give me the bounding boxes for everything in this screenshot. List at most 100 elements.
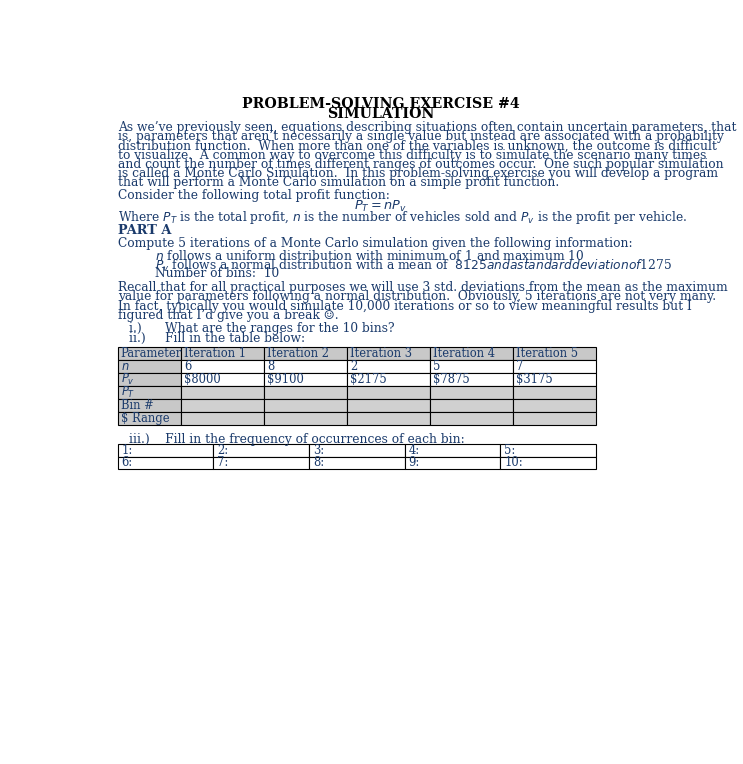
Bar — [347, 399, 430, 412]
Text: 6: 6 — [184, 360, 192, 373]
Text: ii.)     Fill in the table below:: ii.) Fill in the table below: — [129, 332, 305, 345]
Text: Iteration 2: Iteration 2 — [267, 347, 329, 360]
Text: 1:: 1: — [122, 444, 133, 457]
Text: 3:: 3: — [313, 444, 324, 457]
Bar — [347, 347, 430, 360]
Bar — [309, 457, 405, 469]
Text: As we’ve previously seen, equations describing situations often contain uncertai: As we’ve previously seen, equations desc… — [117, 121, 736, 134]
Bar — [117, 360, 181, 373]
Text: Where $\mathit{P}_T$ is the total profit, $\mathit{n}$ is the number of vehicles: Where $\mathit{P}_T$ is the total profit… — [117, 209, 687, 226]
Text: 9:: 9: — [409, 456, 420, 469]
Text: $3175: $3175 — [516, 373, 553, 386]
Text: value for parameters following a normal distribution.  Obviously, 5 iterations a: value for parameters following a normal … — [117, 290, 716, 303]
Text: SIMULATION: SIMULATION — [327, 107, 435, 121]
Bar — [181, 399, 265, 412]
Bar — [213, 445, 309, 457]
Bar — [117, 445, 213, 457]
Text: that will perform a Monte Carlo simulation on a simple profit function.: that will perform a Monte Carlo simulati… — [117, 176, 559, 189]
Bar — [347, 373, 430, 386]
Bar — [265, 399, 347, 412]
Text: Iteration 1: Iteration 1 — [184, 347, 247, 360]
Bar — [117, 386, 181, 399]
Bar — [347, 386, 430, 399]
Bar — [181, 412, 265, 425]
Bar — [181, 373, 265, 386]
Text: Parameter: Parameter — [121, 347, 182, 360]
Text: $7875: $7875 — [433, 373, 470, 386]
Text: $\mathit{n}$: $\mathit{n}$ — [121, 360, 129, 373]
Bar — [430, 399, 513, 412]
Text: is, parameters that aren’t necessarily a single value but instead are associated: is, parameters that aren’t necessarily a… — [117, 130, 724, 143]
Text: 7: 7 — [516, 360, 523, 373]
Text: 5: 5 — [433, 360, 441, 373]
Bar — [181, 347, 265, 360]
Text: 2: 2 — [350, 360, 357, 373]
Bar — [117, 399, 181, 412]
Text: $ Range: $ Range — [121, 412, 169, 425]
Text: 5:: 5: — [504, 444, 516, 457]
Text: 6:: 6: — [122, 456, 133, 469]
Text: Iteration 5: Iteration 5 — [516, 347, 578, 360]
Text: 4:: 4: — [409, 444, 420, 457]
Bar — [430, 373, 513, 386]
Bar — [430, 386, 513, 399]
Bar — [213, 457, 309, 469]
Text: $\mathit{P}_v$ follows a normal distribution with a mean of  $8125 and a standar: $\mathit{P}_v$ follows a normal distribu… — [155, 258, 672, 274]
Text: $\mathit{P}_T = n\mathit{P}_v$: $\mathit{P}_T = n\mathit{P}_v$ — [354, 199, 407, 214]
Bar — [117, 412, 181, 425]
Text: PROBLEM-SOLVING EXERCISE #4: PROBLEM-SOLVING EXERCISE #4 — [242, 97, 519, 111]
Bar — [430, 360, 513, 373]
Text: is called a Monte Carlo Simulation.  In this problem-solving exercise you will d: is called a Monte Carlo Simulation. In t… — [117, 167, 718, 180]
Text: Number of bins:  10: Number of bins: 10 — [155, 267, 279, 280]
Bar — [265, 360, 347, 373]
Bar — [347, 412, 430, 425]
Bar — [513, 386, 596, 399]
Bar — [181, 386, 265, 399]
Text: Recall that for all practical purposes we will use 3 std. deviations from the me: Recall that for all practical purposes w… — [117, 281, 727, 294]
Text: i.)      What are the ranges for the 10 bins?: i.) What are the ranges for the 10 bins? — [129, 322, 395, 335]
Text: 8: 8 — [267, 360, 274, 373]
Bar — [309, 445, 405, 457]
Bar — [405, 457, 500, 469]
Bar — [513, 360, 596, 373]
Text: Iteration 4: Iteration 4 — [433, 347, 495, 360]
Text: $9100: $9100 — [267, 373, 304, 386]
Bar — [117, 373, 181, 386]
Bar — [405, 445, 500, 457]
Bar — [430, 412, 513, 425]
Bar — [117, 457, 213, 469]
Bar — [513, 412, 596, 425]
Text: iii.)    Fill in the frequency of occurrences of each bin:: iii.) Fill in the frequency of occurrenc… — [129, 432, 465, 445]
Text: 7:: 7: — [217, 456, 228, 469]
Text: Iteration 3: Iteration 3 — [350, 347, 412, 360]
Text: $8000: $8000 — [184, 373, 221, 386]
Bar — [117, 347, 181, 360]
Text: Bin #: Bin # — [121, 399, 154, 412]
Text: 8:: 8: — [313, 456, 324, 469]
Bar — [265, 347, 347, 360]
Text: $\mathit{n}$ follows a uniform distribution with minimum of 1 and maximum 10: $\mathit{n}$ follows a uniform distribut… — [155, 249, 584, 263]
Bar — [513, 373, 596, 386]
Text: $\mathit{P}_T$: $\mathit{P}_T$ — [121, 385, 135, 400]
Text: PART A: PART A — [117, 224, 171, 237]
Text: and count the number of times different ranges of outcomes occur.  One such popu: and count the number of times different … — [117, 158, 723, 171]
Text: 10:: 10: — [504, 456, 523, 469]
Text: figured that I’d give you a break ☺.: figured that I’d give you a break ☺. — [117, 309, 338, 322]
Bar — [265, 373, 347, 386]
Bar — [513, 399, 596, 412]
Bar — [500, 457, 596, 469]
Text: to visualize.  A common way to overcome this difficulty is to simulate the scena: to visualize. A common way to overcome t… — [117, 149, 706, 162]
Text: In fact, typically you would simulate 10,000 iterations or so to view meaningful: In fact, typically you would simulate 10… — [117, 299, 692, 312]
Bar — [347, 360, 430, 373]
Text: distribution function.  When more than one of the variables is unknown, the outc: distribution function. When more than on… — [117, 139, 716, 153]
Text: 2:: 2: — [217, 444, 228, 457]
Bar — [513, 347, 596, 360]
Text: $\mathit{P}_v$: $\mathit{P}_v$ — [121, 372, 134, 387]
Bar — [265, 386, 347, 399]
Text: Compute 5 iterations of a Monte Carlo simulation given the following information: Compute 5 iterations of a Monte Carlo si… — [117, 237, 632, 250]
Bar — [430, 347, 513, 360]
Text: $2175: $2175 — [350, 373, 387, 386]
Bar — [265, 412, 347, 425]
Bar — [181, 360, 265, 373]
Bar — [500, 445, 596, 457]
